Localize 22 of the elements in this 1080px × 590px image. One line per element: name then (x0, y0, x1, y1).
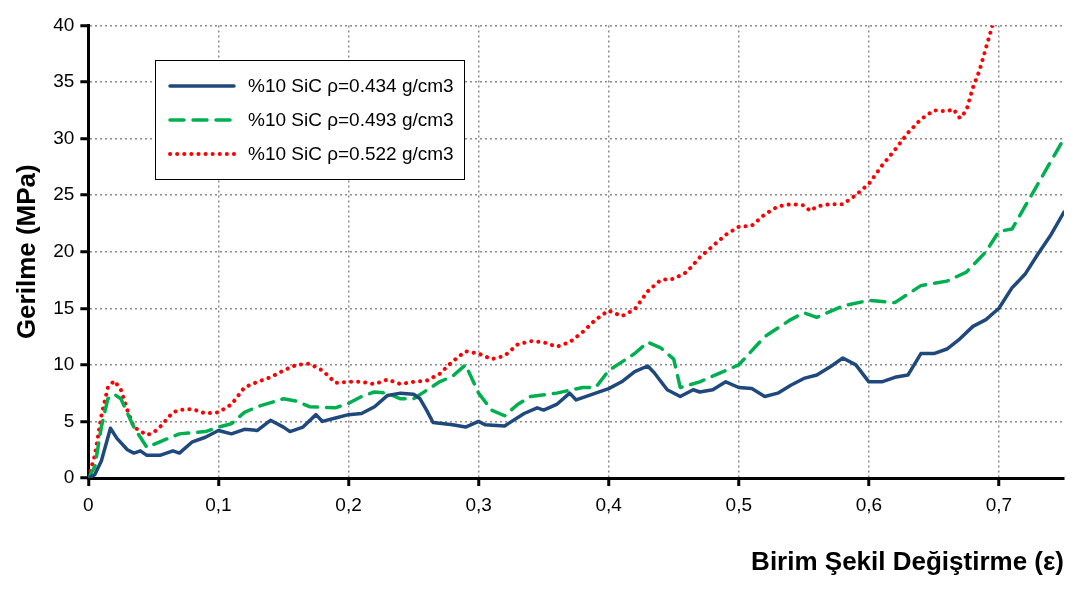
legend-label: %10 SiC ρ=0.522 g/cm3 (248, 143, 454, 165)
y-tick-label: 35 (53, 70, 75, 92)
x-tick-label: 0,4 (595, 493, 623, 515)
y-tick-label: 25 (53, 183, 75, 205)
legend-label: %10 SiC ρ=0.434 g/cm3 (248, 75, 454, 97)
y-tick-label: 30 (53, 126, 75, 148)
x-tick-label: 0,5 (725, 493, 752, 515)
x-tick-label: 0,1 (205, 493, 232, 515)
y-tick-label: 10 (53, 353, 75, 375)
y-axis-title: Gerilme (MPa) (10, 164, 41, 340)
y-tick-label: 15 (53, 296, 75, 318)
x-tick-label: 0,3 (465, 493, 492, 515)
x-axis-title: Birim Şekil Değiştirme (ε) (751, 545, 1064, 576)
y-tick-label: 0 (63, 466, 75, 488)
x-tick-label: 0,7 (985, 493, 1013, 515)
y-tick-label: 40 (53, 13, 75, 35)
x-tick-label: 0,2 (335, 493, 362, 515)
legend-label: %10 SiC ρ=0.493 g/cm3 (248, 109, 454, 131)
y-tick-label: 20 (53, 239, 75, 261)
x-tick-label: 0 (83, 493, 94, 515)
y-tick-label: 5 (63, 409, 75, 431)
x-tick-label: 0,6 (855, 493, 883, 515)
